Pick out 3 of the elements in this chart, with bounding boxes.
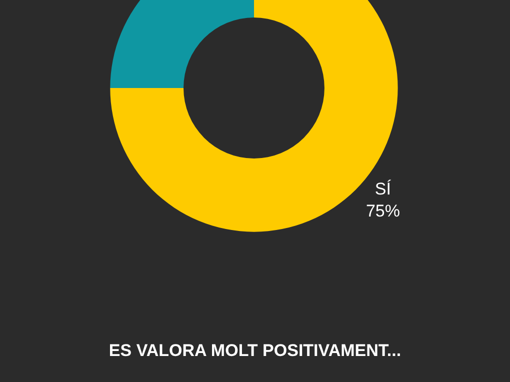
text: ES VALORA MOLT POSITIVAMENT... bbox=[108, 340, 402, 360]
data-label: 75% bbox=[366, 202, 400, 221]
slice-label: SÍ bbox=[374, 179, 392, 198]
